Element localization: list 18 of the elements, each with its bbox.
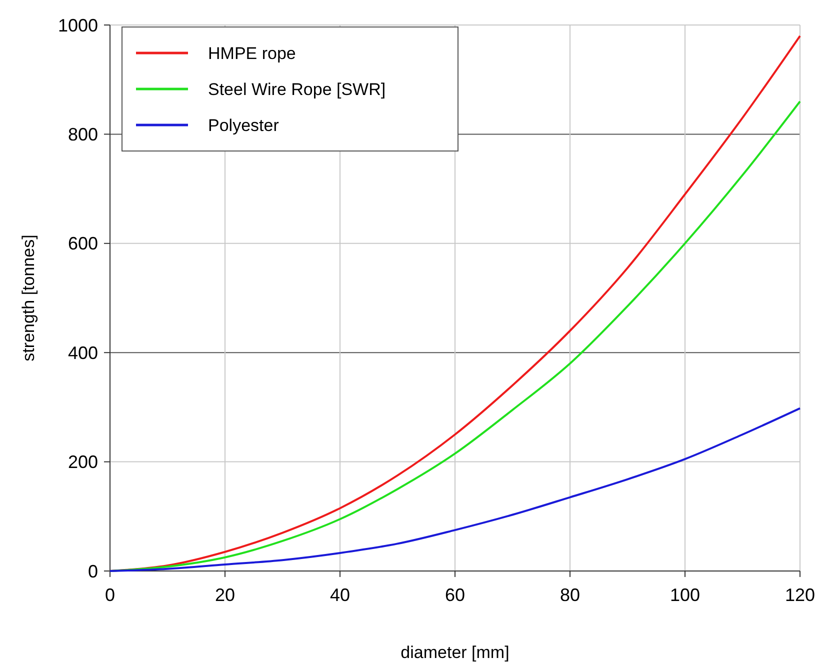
y-axis-title: strength [tonnes] xyxy=(19,234,38,362)
x-tick-label: 40 xyxy=(330,585,350,605)
x-tick-label: 60 xyxy=(444,585,466,605)
y-tick-label: 0 xyxy=(88,561,98,582)
x-tick-label: 100 xyxy=(670,585,700,605)
x-tick-label: 80 xyxy=(560,585,580,605)
x-tick-label: 20 xyxy=(214,585,236,605)
x-axis-title: diameter [mm] xyxy=(400,643,510,662)
y-tick-label: 200 xyxy=(68,452,98,472)
y-tick-label: 800 xyxy=(68,124,98,144)
legend-label: Polyester xyxy=(208,116,280,135)
y-tick-label: 600 xyxy=(68,234,98,254)
x-tick-label: 120 xyxy=(784,585,816,605)
y-tick-label: 400 xyxy=(68,342,98,363)
y-tick-label: 1000 xyxy=(58,15,98,36)
legend-label: HMPE rope xyxy=(208,44,296,63)
x-tick-label: 0 xyxy=(104,585,116,605)
legend-label: Steel Wire Rope [SWR] xyxy=(208,80,386,99)
